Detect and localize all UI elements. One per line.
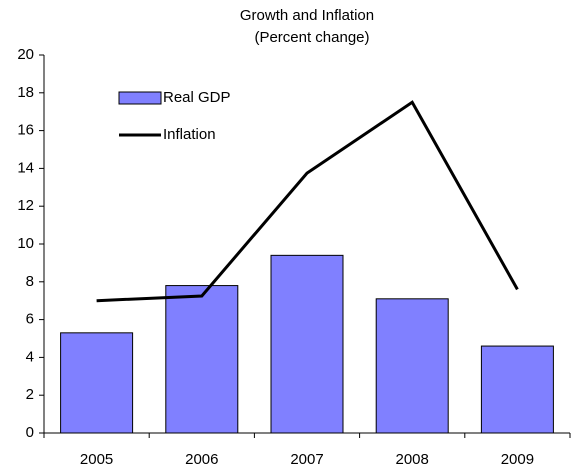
y-tick-label: 4 — [26, 348, 34, 365]
y-tick-label: 16 — [17, 122, 34, 139]
legend-label: Inflation — [163, 126, 216, 143]
x-tick-label: 2005 — [80, 451, 113, 468]
x-tick-label: 2006 — [185, 451, 218, 468]
x-tick-label: 2007 — [290, 451, 323, 468]
y-tick-label: 20 — [17, 46, 34, 63]
bar — [270, 254, 344, 434]
legend-label: Real GDP — [163, 89, 231, 106]
y-tick-label: 18 — [17, 84, 34, 101]
x-tick-label: 2009 — [501, 451, 534, 468]
y-tick-label: 8 — [26, 273, 34, 290]
y-tick-label: 14 — [17, 159, 34, 176]
legend-swatch — [118, 91, 162, 105]
bar — [165, 285, 239, 434]
bar — [480, 345, 554, 434]
bar — [375, 298, 449, 434]
chart-subtitle: (Percent change) — [254, 29, 369, 46]
line — [96, 100, 519, 303]
chart-title: Growth and Inflation — [240, 7, 374, 24]
y-tick-label: 10 — [17, 235, 34, 252]
bar — [60, 332, 134, 434]
y-tick-label: 2 — [26, 386, 34, 403]
y-tick-label: 12 — [17, 197, 34, 214]
x-tick-label: 2008 — [396, 451, 429, 468]
y-tick-label: 6 — [26, 311, 34, 328]
y-tick-label: 0 — [26, 424, 34, 441]
